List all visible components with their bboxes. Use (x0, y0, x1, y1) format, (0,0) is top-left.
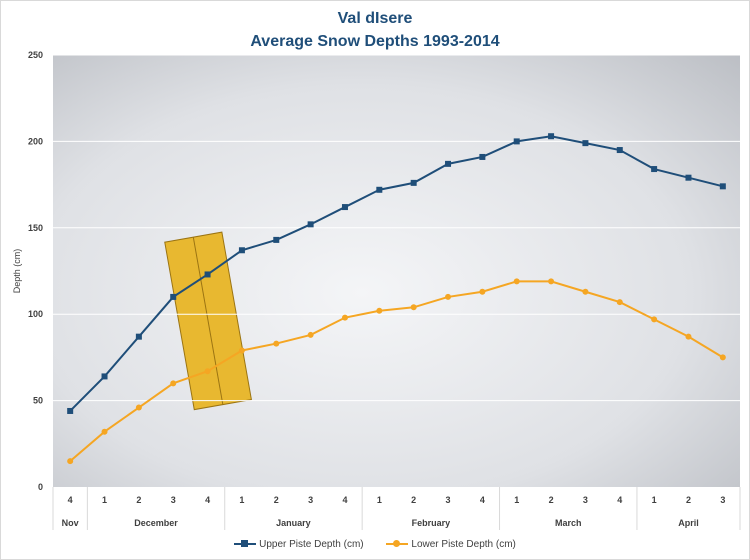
x-tick-label: 2 (411, 495, 416, 505)
data-point (376, 307, 383, 314)
y-tick-label: 100 (28, 309, 43, 319)
x-tick-label: 2 (686, 495, 691, 505)
legend-item-lower: Lower Piste Depth (cm) (386, 538, 516, 550)
x-tick-label: 3 (308, 495, 313, 505)
x-tick-label: 1 (652, 495, 657, 505)
data-point (685, 174, 692, 181)
x-tick-label: 1 (377, 495, 382, 505)
data-point (582, 288, 589, 295)
x-tick-label: 4 (480, 495, 485, 505)
data-point (616, 299, 623, 306)
data-point (513, 278, 520, 285)
data-point (341, 314, 348, 321)
x-tick-label: 1 (239, 495, 244, 505)
data-point (170, 380, 177, 387)
data-point (445, 293, 452, 300)
x-tick-label: 3 (583, 495, 588, 505)
data-point (410, 179, 417, 186)
data-point (238, 347, 245, 354)
series-line (69, 135, 724, 412)
x-tick-label: 1 (102, 495, 107, 505)
data-point (135, 404, 142, 411)
data-point (719, 354, 726, 361)
data-point (341, 204, 348, 211)
data-point (101, 428, 108, 435)
y-tick-label: 250 (28, 50, 43, 60)
month-label: January (276, 518, 311, 528)
data-point (616, 147, 623, 154)
month-label: December (134, 518, 178, 528)
legend-label: Lower Piste Depth (cm) (411, 538, 516, 550)
plot-background-photo (53, 55, 740, 487)
data-point (548, 278, 555, 285)
ruler-image (164, 231, 252, 411)
y-tick-label: 50 (33, 396, 43, 406)
y-tick-label: 150 (28, 223, 43, 233)
month-label: February (412, 518, 451, 528)
data-point (582, 140, 589, 147)
series-line (69, 280, 724, 462)
legend-marker-square-icon (234, 540, 257, 547)
x-tick-label: 4 (342, 495, 347, 505)
y-tick-label: 200 (28, 136, 43, 146)
data-point (548, 133, 555, 140)
x-tick-label: 3 (720, 495, 725, 505)
x-tick-label: 4 (68, 495, 73, 505)
data-point (445, 160, 452, 167)
data-point (204, 368, 211, 375)
month-label: Nov (62, 518, 79, 528)
legend-item-upper: Upper Piste Depth (cm) (234, 538, 364, 550)
y-tick-label: 0 (38, 482, 43, 492)
x-tick-label: 3 (171, 495, 176, 505)
x-tick-label: 4 (617, 495, 622, 505)
data-point (307, 221, 314, 228)
x-tick-label: 4 (205, 495, 210, 505)
y-axis-label: Depth (cm) (12, 249, 22, 294)
data-point (273, 236, 280, 243)
data-point (170, 293, 177, 300)
month-label: April (678, 518, 699, 528)
data-point (101, 373, 108, 380)
x-tick-label: 2 (274, 495, 279, 505)
data-point (204, 271, 211, 278)
data-point (410, 304, 417, 311)
chart-title: Val dIsere (337, 10, 413, 27)
legend-label: Upper Piste Depth (cm) (259, 538, 364, 550)
legend: Upper Piste Depth (cm) Lower Piste Depth… (0, 537, 750, 550)
data-point (651, 316, 658, 323)
data-point (719, 183, 726, 190)
data-point (479, 288, 486, 295)
data-point (135, 333, 142, 340)
data-point (238, 247, 245, 254)
data-point (651, 166, 658, 173)
data-point (307, 331, 314, 338)
data-point (273, 340, 280, 347)
x-tick-label: 2 (549, 495, 554, 505)
x-tick-label: 1 (514, 495, 519, 505)
data-point (67, 407, 74, 414)
data-point (685, 333, 692, 340)
x-tick-label: 3 (446, 495, 451, 505)
data-point (513, 138, 520, 145)
legend-marker-circle-icon (386, 540, 409, 547)
chart-subtitle: Average Snow Depths 1993-2014 (250, 33, 500, 50)
data-point (479, 153, 486, 160)
month-label: March (555, 518, 582, 528)
data-point (376, 186, 383, 193)
x-tick-label: 2 (136, 495, 141, 505)
data-point (67, 458, 74, 465)
